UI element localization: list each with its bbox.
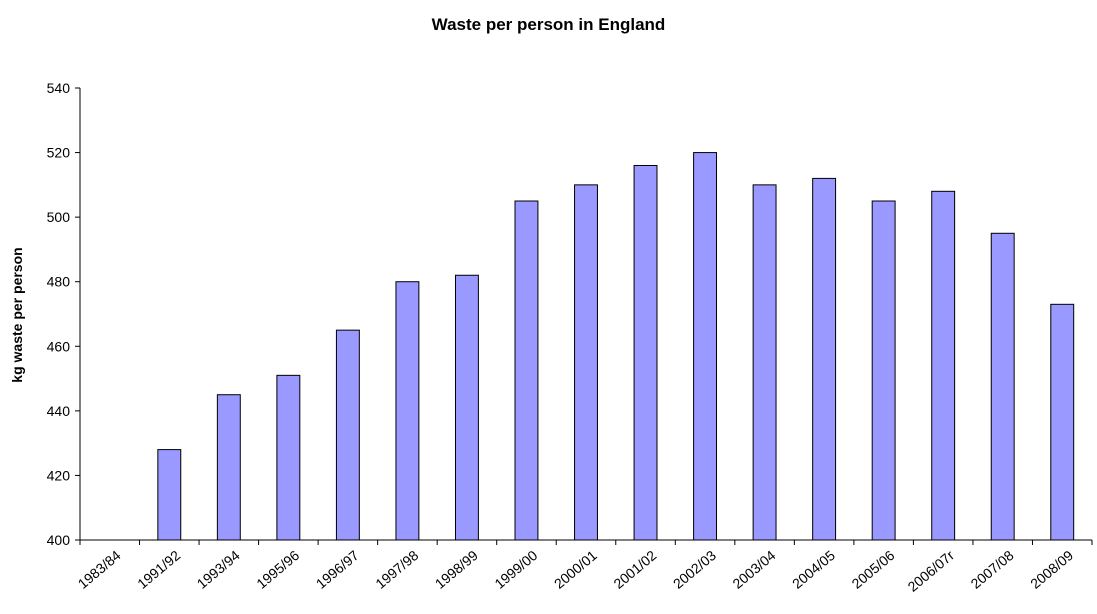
bar (812, 177, 837, 541)
x-tick-label: 1997/98 (372, 547, 421, 592)
y-tick-label: 400 (47, 532, 71, 548)
y-tick-label: 440 (47, 403, 71, 419)
x-tick-label: 1995/96 (253, 547, 302, 592)
y-tick-label: 460 (47, 338, 71, 354)
x-tick-label: 1983/84 (75, 547, 124, 592)
x-tick-label: 1993/94 (194, 547, 243, 592)
bar (574, 184, 598, 541)
x-tick-label: 2005/06 (849, 547, 898, 592)
bar (871, 200, 896, 541)
bar (335, 329, 360, 541)
x-tick-label: 2000/01 (551, 547, 600, 592)
bar (693, 152, 718, 541)
y-axis-label: kg waste per person (9, 247, 25, 382)
x-tick-label: 2007/08 (968, 547, 1017, 592)
bar (633, 164, 658, 541)
y-tick-labels: 400 420 440 460 480 500 520 540 (47, 80, 71, 548)
y-axis-label-group: kg waste per person (9, 247, 25, 382)
chart-title: Waste per person in England (431, 15, 666, 34)
bar (1050, 303, 1075, 541)
bar (990, 232, 1015, 541)
bar (752, 184, 777, 541)
x-tick-label: 2006/07r (904, 547, 957, 595)
x-tick-label: 1998/99 (432, 547, 481, 592)
bar (157, 449, 182, 541)
x-tick-label: 2004/05 (789, 547, 838, 592)
bar (514, 200, 539, 541)
x-tick-label: 2002/03 (670, 547, 719, 592)
x-tick-label: 2001/02 (610, 547, 659, 592)
y-tick-label: 420 (47, 467, 71, 483)
y-tick-label: 520 (47, 145, 71, 161)
bar (454, 274, 479, 541)
bars (157, 152, 1075, 541)
bar (216, 394, 241, 541)
x-tick-labels: 1983/84 1991/92 1993/94 1995/96 1996/97 1997/… (75, 547, 1077, 595)
bar (395, 281, 420, 541)
x-tick-label: 1991/92 (134, 547, 183, 592)
bar (931, 190, 956, 541)
x-tick-label: 2003/04 (729, 547, 778, 592)
x-tick-label: 2008/09 (1027, 547, 1076, 592)
y-tick-label: 500 (47, 209, 71, 225)
y-tick-label: 480 (47, 274, 71, 290)
y-tick-label: 540 (47, 80, 71, 96)
x-tick-label: 1996/97 (313, 547, 362, 592)
x-tick-label: 1999/00 (491, 547, 540, 592)
bar (276, 374, 301, 541)
